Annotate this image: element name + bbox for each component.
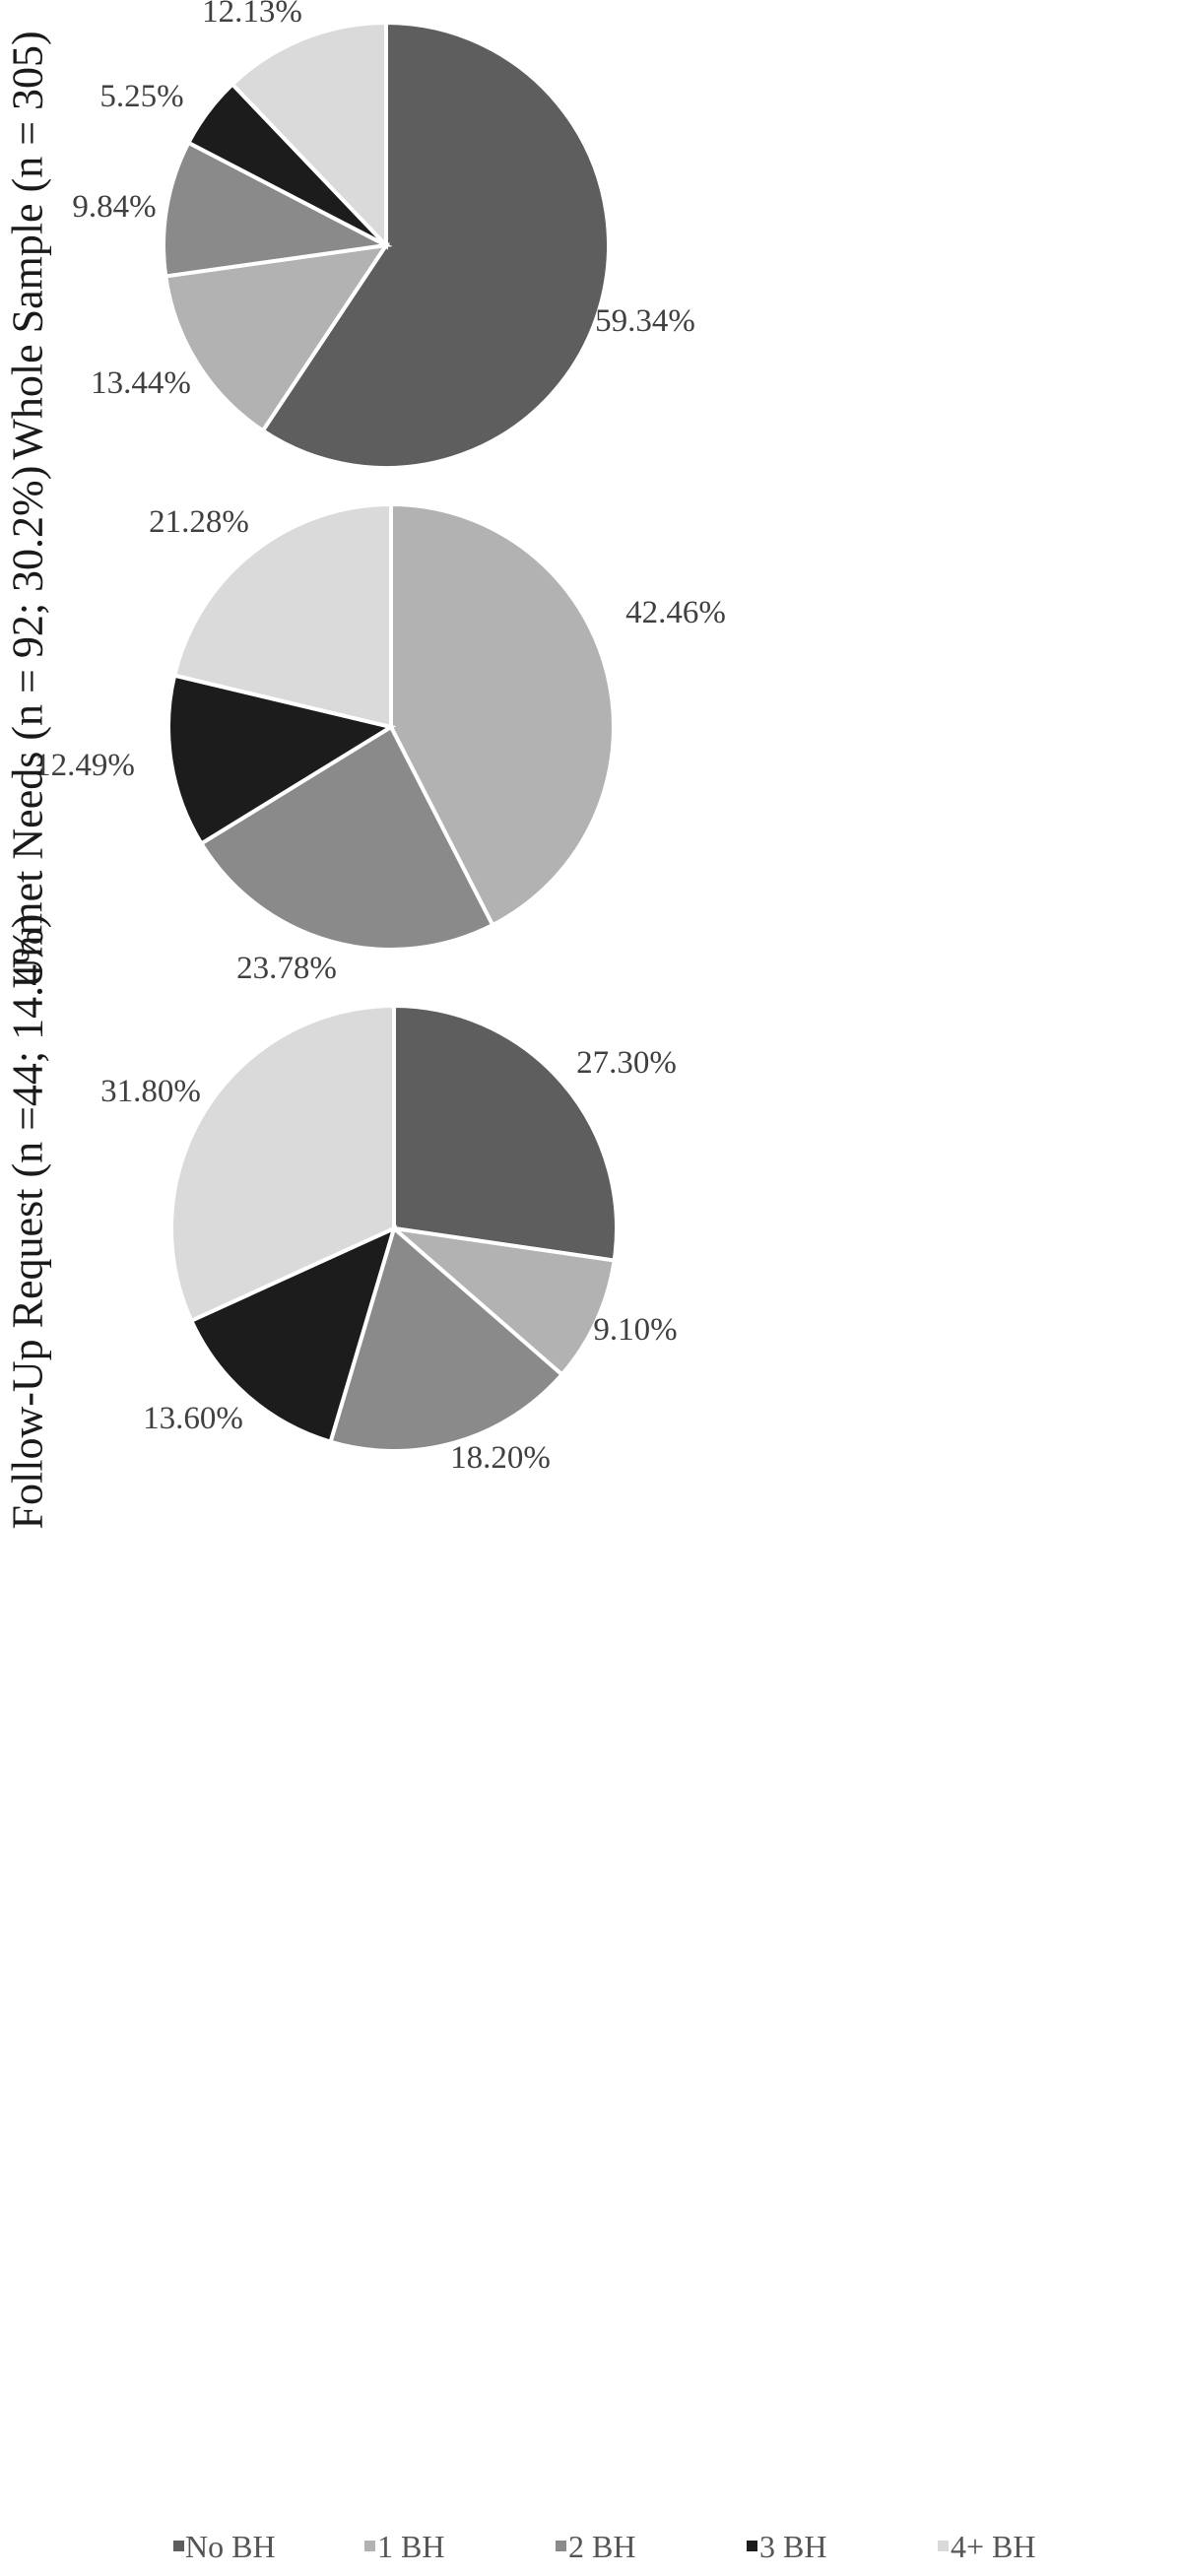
pie-3-label-4plus-bh: 31.80% (100, 1074, 201, 1109)
pie-2-title: Unmet Needs (n = 92; 30.2%) (4, 466, 52, 989)
pie-1-label-4plus-bh: 12.13% (202, 0, 302, 30)
pie-2-slice-1-bh (389, 501, 616, 928)
pie-3-title: Follow-Up Request (n =44; 14.4%) (4, 914, 52, 1530)
legend-label-3-bh: 3 BH (759, 2529, 826, 2564)
pie-2-label-4plus-bh: 21.28% (149, 504, 249, 540)
legend-swatch-no-bh (173, 2541, 184, 2551)
pie-1-slice-1-bh (163, 242, 391, 433)
pie-1-slice-no-bh (260, 20, 611, 470)
pie-1-label-no-bh: 59.34% (595, 303, 695, 339)
pie-3-slice-1-bh (387, 1225, 617, 1378)
pie-3-label-no-bh: 27.30% (576, 1045, 677, 1081)
pie-2-slice-4plus-bh (171, 501, 393, 730)
legend-swatch-1-bh (364, 2541, 375, 2551)
legend-label-4plus-bh: 4+ BH (951, 2529, 1036, 2564)
pie-1-title: Whole Sample (n = 305) (4, 31, 52, 459)
legend-label-2-bh: 2 BH (568, 2529, 635, 2564)
legend: No BH 1 BH 2 BH 3 BH 4+ BH (173, 2529, 1036, 2564)
legend-label-no-bh: No BH (185, 2529, 276, 2564)
pie-2-label-2-bh: 23.78% (236, 951, 337, 986)
pie-2-label-3-bh: 12.49% (34, 748, 135, 783)
pie-3-label-1-bh: 9.10% (593, 1312, 677, 1348)
pie-3-label-2-bh: 18.20% (450, 1440, 551, 1476)
pie-3-slice-no-bh (392, 1003, 619, 1263)
pie-2: 42.46% 23.78% 12.49% 21.28% Unmet Needs (n =… (4, 466, 726, 989)
pie-2-label-1-bh: 42.46% (625, 595, 726, 630)
pie-1-label-3-bh: 5.25% (99, 79, 183, 114)
pie-3-label-3-bh: 13.60% (143, 1401, 243, 1436)
pie-1-slice-4plus-bh (230, 20, 388, 250)
pie-3: 27.30% 9.10% 18.20% 13.60% 31.80% Follow-Up R… (4, 914, 678, 1530)
pie-3-slice-3-bh (188, 1224, 398, 1445)
legend-label-1-bh: 1 BH (377, 2529, 444, 2564)
pie-3-slice-4plus-bh (169, 1003, 396, 1324)
pie-1-label-1-bh: 13.44% (91, 365, 191, 401)
pie-1-slice-2-bh (162, 140, 393, 279)
pie-2-slice-3-bh (166, 673, 397, 847)
pie-1: 59.34% 13.44% 9.84% 5.25% 12.13% Whole Sample… (4, 0, 695, 470)
pies-layer: 59.34% 13.44% 9.84% 5.25% 12.13% Whole Sample… (4, 0, 726, 1529)
legend-swatch-4plus-bh (938, 2541, 949, 2551)
legend-swatch-2-bh (556, 2541, 566, 2551)
pie-2-slice-2-bh (198, 724, 495, 952)
legend-swatch-3-bh (747, 2541, 757, 2551)
pie-3-slice-2-bh (328, 1224, 565, 1453)
pie-1-label-2-bh: 9.84% (72, 189, 156, 225)
